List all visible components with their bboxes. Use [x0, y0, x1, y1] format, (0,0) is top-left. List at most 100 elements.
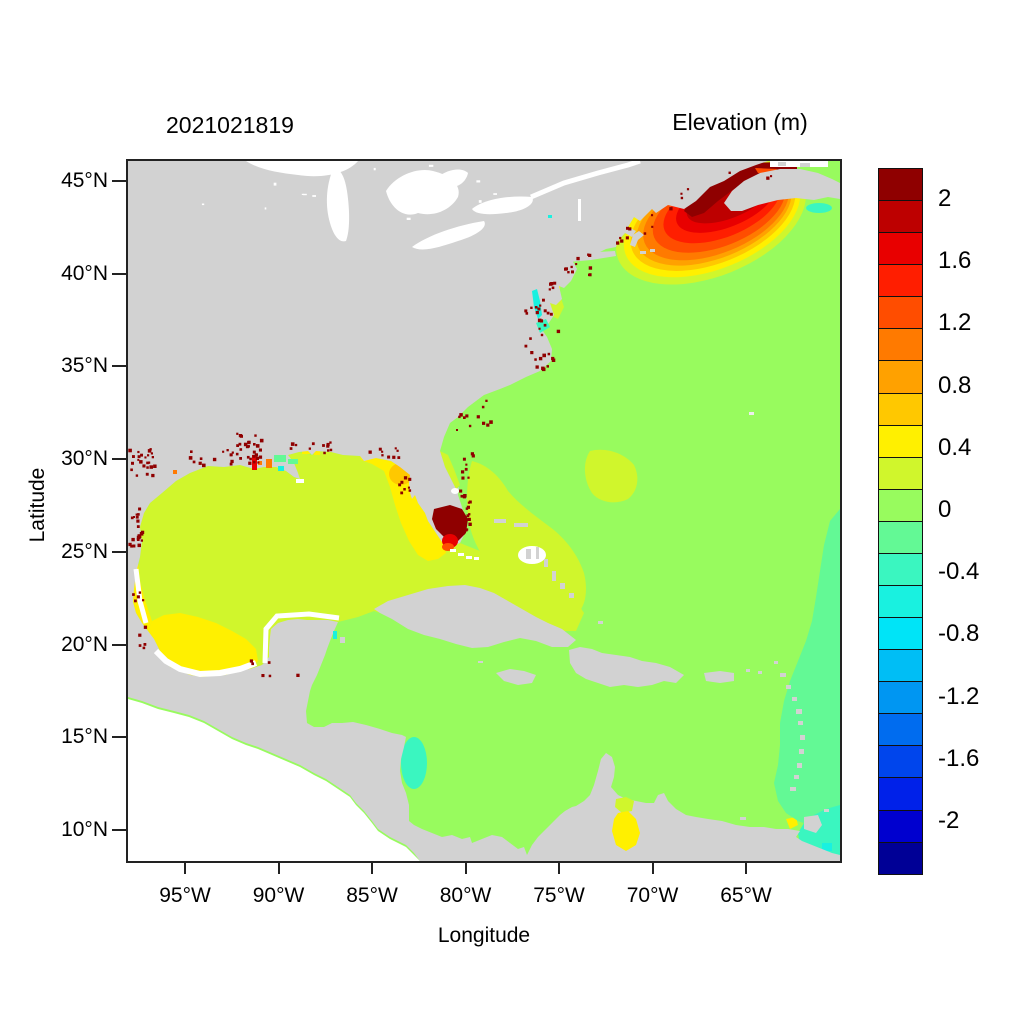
y-tick-label: 35°N: [61, 354, 108, 378]
x-tick-label: 85°W: [346, 884, 398, 907]
colorbar-cell: [879, 456, 922, 489]
bahama-bank-white: [518, 546, 546, 564]
nova-scotia-east-teal-spot: [806, 203, 832, 213]
grand-bahama: [494, 519, 506, 523]
colorbar-tick-label: 0.8: [938, 371, 972, 399]
x-tick-label: 80°W: [439, 884, 492, 907]
trinidad: [804, 815, 822, 833]
bermuda-dot: [749, 412, 754, 415]
colorbar-cell: [879, 520, 922, 553]
lake-maracaibo-yellow: [612, 811, 640, 851]
delta-marsh-green-1: [274, 455, 286, 462]
islands: [340, 519, 829, 833]
cozumel: [340, 637, 345, 643]
turks: [598, 621, 603, 624]
cayman: [478, 661, 483, 663]
colorbar-cell: [879, 649, 922, 682]
x-tick-label: 70°W: [626, 884, 679, 907]
colorbar-tick-label: 0: [938, 496, 952, 523]
cozumel-teal-dash: [333, 631, 337, 639]
colorbar-cell: [879, 232, 922, 265]
land-north-central-south-america: [128, 161, 840, 861]
x-tick-mark: [558, 861, 561, 874]
colorbar-cell: [879, 585, 922, 618]
datetime-stamp: 2021021819: [166, 112, 294, 138]
y-tick-label: 20°N: [61, 632, 108, 656]
west-florida-shelf-yellow: [360, 456, 446, 561]
colorbar-cell: [879, 745, 922, 778]
white-coastal-fringes: [133, 568, 340, 678]
colorbar-cell: [879, 809, 922, 842]
x-tick-mark: [745, 861, 748, 874]
y-tick-label: 10°N: [61, 817, 108, 841]
delta-orange-patch: [266, 459, 272, 468]
colorbar-tick-label: 2: [938, 185, 952, 213]
land-nova-scotia: [724, 169, 840, 211]
delta-teal-dot: [278, 466, 284, 471]
x-tick-label: 65°W: [720, 884, 772, 907]
wet-dry-speckles: [128, 163, 773, 678]
y-tick-mark: [112, 643, 126, 646]
colorbar-cell: [879, 488, 922, 521]
delta-marsh-green-2: [288, 459, 298, 464]
honduras-shelf-teal: [401, 737, 427, 789]
y-tick-mark: [112, 365, 126, 368]
colorbar-cell: [879, 169, 922, 201]
maracaibo-mouth-yellowgreen: [615, 797, 634, 813]
cape-cod: [630, 231, 644, 247]
y-tick-label: 45°N: [61, 169, 108, 193]
colorbar-cell: [879, 200, 922, 233]
pacific-outside-domain: [128, 699, 420, 861]
x-tick-label: 95°W: [159, 884, 211, 907]
x-tick-mark: [371, 861, 374, 874]
elevation-map-graphic: [128, 161, 840, 861]
bahamas-band: [467, 461, 586, 613]
bahama-islands: [526, 547, 574, 598]
chesapeake-teal-sliver: [532, 289, 542, 319]
colorbar-cell: [879, 424, 922, 457]
x-tick-mark: [277, 861, 280, 874]
y-axis-label: Latitude: [26, 467, 49, 543]
trinidad-yellow-bit: [786, 817, 798, 829]
hispaniola: [569, 647, 684, 687]
y-tick-mark: [112, 736, 126, 739]
colorbar-cell: [879, 328, 922, 361]
y-tick-mark: [112, 550, 126, 553]
x-tick-mark: [464, 861, 467, 874]
east-boundary-teal-band: [774, 509, 840, 831]
bay-of-fundy-wedge: [684, 162, 797, 217]
colorbar-tick-label: 0.4: [938, 433, 972, 461]
colorbar-tick-label: -1.6: [938, 744, 980, 772]
y-tick-label: 25°N: [61, 539, 108, 563]
st-lawrence-river: [530, 161, 641, 200]
li-sound-teal-dot: [548, 215, 552, 218]
map-panel: [126, 159, 842, 863]
abaco: [514, 523, 528, 527]
colorbar-cell: [879, 552, 922, 586]
y-tick-label: 30°N: [61, 447, 108, 471]
y-tick-label: 40°N: [61, 261, 108, 285]
colorbar-tick-label: -0.4: [938, 558, 980, 586]
x-tick-label: 75°W: [533, 884, 585, 907]
bay-of-campeche-yellow: [148, 613, 258, 677]
florida-keys-white: [450, 549, 479, 560]
colorbar-tick-label: 1.6: [938, 247, 972, 275]
mississippi-coast-yellow-1: [302, 449, 310, 454]
tobago: [824, 809, 829, 812]
y-tick-mark: [112, 828, 126, 831]
lesser-antilles-arc: [746, 661, 805, 791]
colorbar-cell: [879, 617, 922, 650]
south-florida-darkred-blob: [432, 505, 468, 541]
atlantic-offshore-blob: [584, 449, 638, 503]
texas-orange-dot: [173, 470, 177, 474]
colorbar-cell: [879, 681, 922, 714]
mississippi-coast-yellow-2: [314, 451, 320, 455]
jamaica: [496, 669, 536, 685]
x-tick-mark: [651, 861, 654, 874]
mobile-orange-dot: [258, 461, 262, 465]
y-tick-mark: [112, 458, 126, 461]
colorbar-cell: [879, 841, 922, 874]
colorbar-cell: [879, 360, 922, 393]
puerto-rico: [704, 671, 734, 683]
colorbar-cell: [879, 392, 922, 425]
